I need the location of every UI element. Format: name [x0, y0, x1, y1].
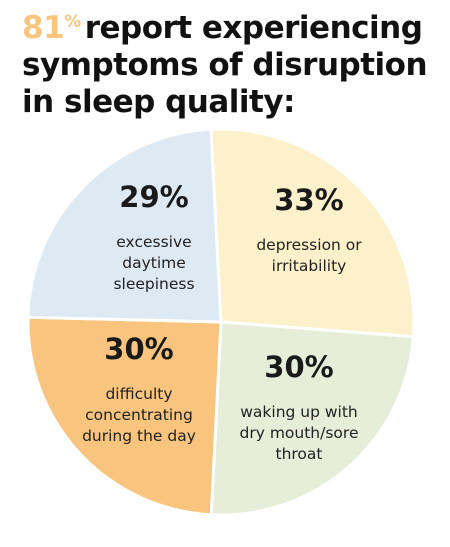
slice-category-label-line: throat [276, 445, 323, 463]
title-text: report experiencing symptoms of disrupti… [22, 10, 428, 120]
pie-slice-2 [209, 320, 415, 517]
slice-category-label-line: concentrating [85, 406, 193, 424]
slice-category-label-1: depression or irritability [256, 236, 362, 275]
slice-category-label-line: during the day [82, 427, 196, 445]
slice-category-label-3: difficulty concentrating during the day [82, 385, 196, 445]
slice-category-label-line: dry mouth/sore [240, 424, 359, 442]
title-highlight-number: 81 [22, 10, 65, 46]
slice-category-label-line: depression or [256, 236, 362, 254]
slice-category-label-line: difficulty [105, 385, 172, 403]
slice-category-label-4: excessive daytime sleepiness [113, 233, 194, 293]
title-highlight-sign: % [64, 11, 81, 32]
chart-title: 81% report experiencing symptoms of disru… [22, 10, 442, 121]
pie-slice-3 [26, 315, 223, 517]
slice-category-label-line: waking up with [240, 403, 358, 421]
slice-value-label-1: 33% [274, 183, 343, 217]
pie-slice-4 [26, 127, 223, 324]
slice-value-label-2: 30% [264, 350, 333, 384]
pie-slice-1 [209, 127, 416, 339]
title-highlight-percent: 81% [22, 10, 85, 46]
slice-category-label-2: waking up with dry mouth/sore throat [240, 403, 359, 463]
slice-category-label-line: irritability [272, 257, 347, 275]
slice-category-label-line: excessive [116, 233, 191, 251]
slice-category-label-line: sleepiness [113, 275, 194, 293]
slice-value-label-4: 29% [119, 180, 188, 214]
slice-value-label-3: 30% [104, 332, 173, 366]
slice-category-label-line: daytime [122, 254, 186, 272]
